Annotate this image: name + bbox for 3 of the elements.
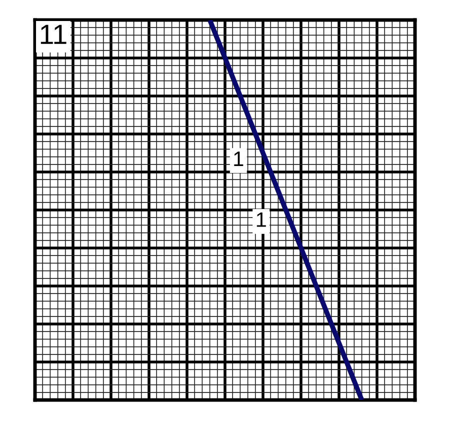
annotation: 1 [256,212,266,227]
annotation: 11 [40,24,66,44]
annotation: 1 [234,152,244,166]
